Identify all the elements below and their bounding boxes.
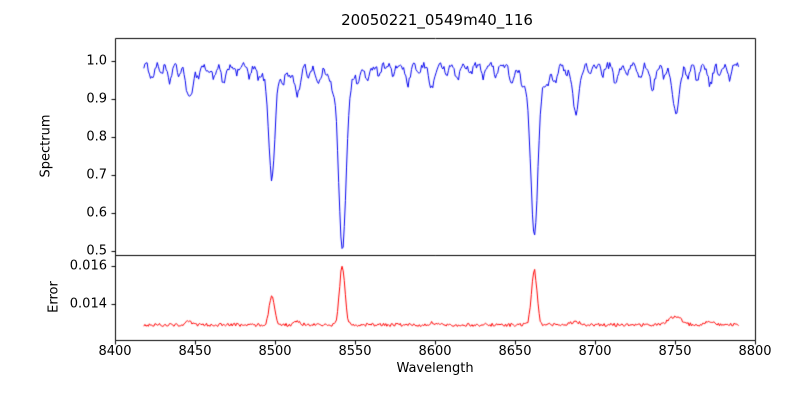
x-axis-label: Wavelength [396, 361, 474, 376]
x-axis-tick-label: 8550 [338, 344, 372, 359]
x-axis-tick-label: 8450 [178, 344, 212, 359]
y-axis-tick-label: 0.6 [86, 205, 107, 221]
y-axis-tick-label: 0.016 [69, 258, 107, 274]
x-axis-tick-label: 8500 [258, 344, 292, 359]
y-axis-label-spectrum: Spectrum [38, 114, 54, 178]
x-axis-tick-label: 8600 [418, 344, 452, 359]
x-axis-tick-label: 8800 [738, 344, 772, 359]
x-axis-tick-label: 8750 [658, 344, 692, 359]
y-axis-tick-label: 0.5 [86, 243, 107, 259]
y-axis-tick-label: 0.8 [86, 129, 107, 145]
y-axis-label-error: Error [46, 281, 62, 313]
x-axis-tick-label: 8650 [498, 344, 532, 359]
y-axis-tick-label: 0.9 [86, 91, 107, 107]
y-axis-tick-label: 0.7 [86, 167, 107, 183]
chart-title: 20050221_0549m40_116 [341, 11, 533, 29]
x-axis-tick-label: 8700 [578, 344, 612, 359]
y-axis-tick-label: 1.0 [86, 53, 107, 69]
x-axis-tick-label: 8400 [98, 344, 132, 359]
y-axis-tick-label: 0.014 [69, 296, 107, 312]
